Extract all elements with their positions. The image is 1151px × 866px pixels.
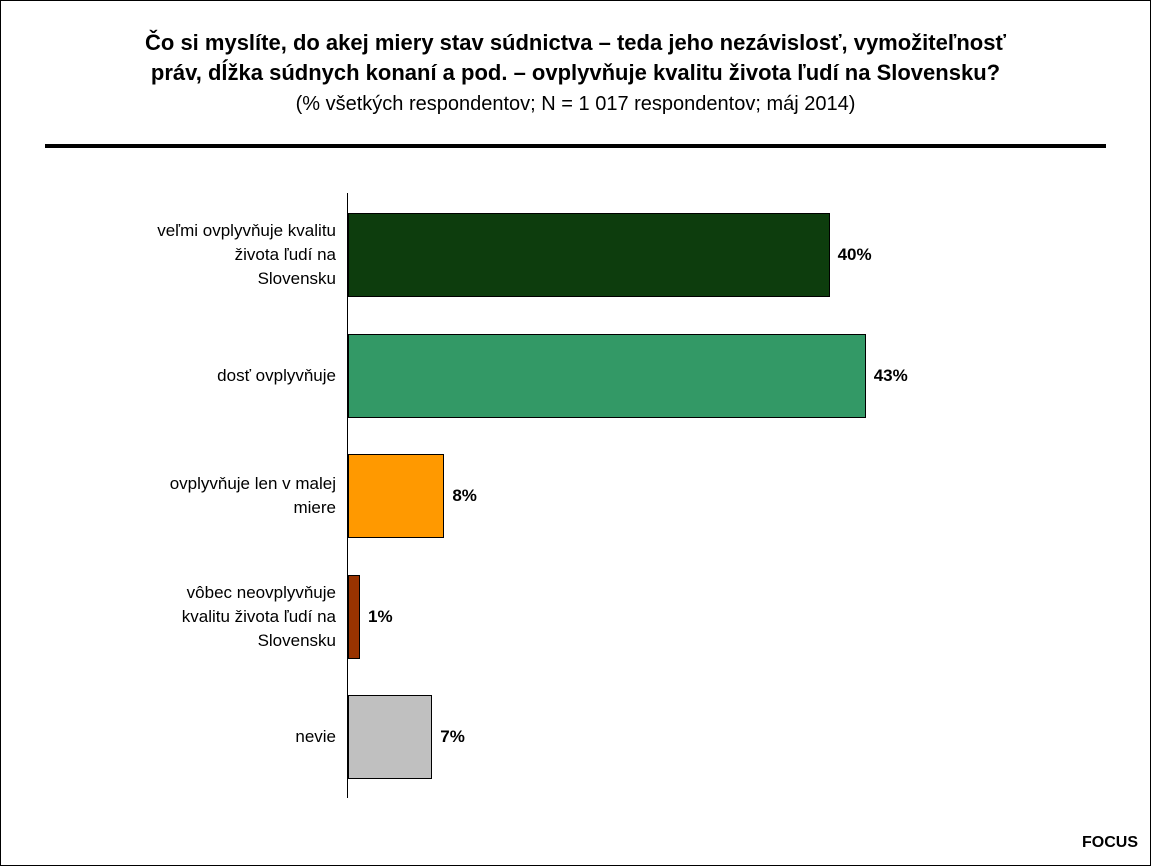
category-label: vôbec neovplyvňuje kvalitu života ľudí n… [181, 582, 336, 650]
bar [348, 695, 433, 779]
category-label: nevie [295, 727, 336, 746]
category-label: veľmi ovplyvňuje kvalitu života ľudí na … [157, 221, 336, 288]
title-divider [45, 144, 1106, 148]
bar [348, 454, 445, 538]
value-label: 7% [440, 727, 465, 746]
bar [348, 574, 361, 659]
chart-title: Čo si myslíte, do akej miery stav súdnic… [145, 30, 1006, 85]
category-label: dosť ovplyvňuje [217, 365, 336, 385]
value-label: 40% [837, 245, 872, 264]
bar [348, 333, 866, 418]
brand-label: FOCUS [1082, 834, 1138, 851]
value-label: 1% [368, 606, 393, 626]
value-label: 43% [873, 365, 908, 385]
bar [348, 213, 830, 297]
chart-subtitle: (% všetkých respondentov; N = 1 017 resp… [295, 93, 856, 115]
value-label: 8% [452, 486, 477, 505]
category-label: ovplyvňuje len v malej miere [169, 474, 336, 517]
category-axis-line [347, 193, 348, 798]
